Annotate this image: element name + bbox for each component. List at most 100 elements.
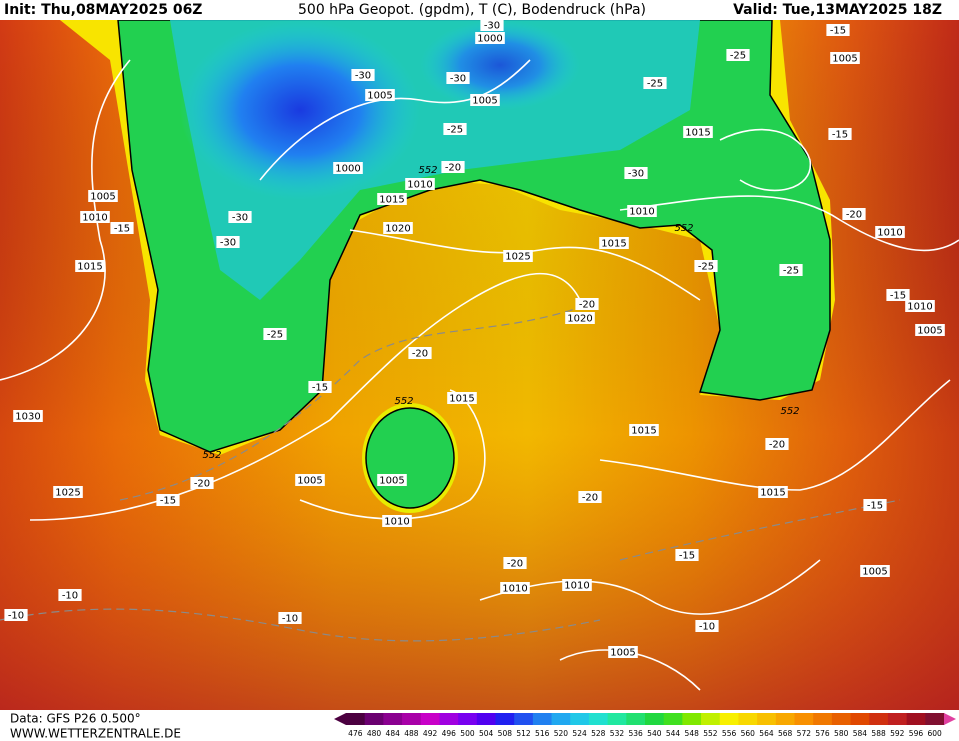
map-label: -15 xyxy=(830,26,846,37)
colorbar-label: 568 xyxy=(778,729,793,738)
colorbar-swatch xyxy=(588,713,609,725)
colorbar-swatch xyxy=(383,713,403,725)
colorbar-label: 504 xyxy=(479,729,494,738)
label-box xyxy=(190,477,214,489)
map-label: 1030 xyxy=(15,412,40,423)
map-label: 1025 xyxy=(505,252,530,263)
colorbar-label: 564 xyxy=(759,729,774,738)
map-label: 1015 xyxy=(77,262,102,273)
label-box xyxy=(578,491,602,503)
header-bar xyxy=(0,0,959,20)
map-label: -30 xyxy=(355,71,371,82)
label-box xyxy=(13,410,43,422)
map-label: 1005 xyxy=(367,91,392,102)
label-box xyxy=(480,19,504,31)
map-label: -25 xyxy=(783,266,799,277)
map-label: 1015 xyxy=(760,488,785,499)
label-box xyxy=(608,646,638,658)
colorbar-swatch xyxy=(420,713,440,725)
label-box xyxy=(500,582,530,594)
map-label: 1015 xyxy=(601,239,626,250)
colorbar-swatch xyxy=(495,713,515,725)
map-label: -10 xyxy=(699,622,715,633)
colorbar-label: 540 xyxy=(647,729,662,738)
colorbar-swatch xyxy=(364,713,384,725)
height-label: 552 xyxy=(394,396,413,407)
colorbar-swatch xyxy=(514,713,534,725)
colorbar-label: 552 xyxy=(703,729,718,738)
map-label: 1020 xyxy=(385,224,410,235)
label-box xyxy=(110,222,134,234)
label-box xyxy=(408,347,432,359)
label-box xyxy=(886,289,910,301)
label-box xyxy=(475,32,505,44)
colorbar-swatch xyxy=(906,713,926,725)
map-label: 1005 xyxy=(472,96,497,107)
label-box xyxy=(565,312,595,324)
map-label: 1010 xyxy=(502,584,527,595)
map-label: 1010 xyxy=(564,581,589,592)
label-box xyxy=(377,193,407,205)
isotherm xyxy=(0,608,601,642)
map-label: -15 xyxy=(114,224,130,235)
height-label: 552 xyxy=(202,450,221,461)
map-label: 1005 xyxy=(90,192,115,203)
colorbar-swatch xyxy=(570,713,590,725)
map-label: -25 xyxy=(267,330,283,341)
colorbar-label: 476 xyxy=(348,729,363,738)
label-box xyxy=(863,499,887,511)
colorbar-label: 580 xyxy=(834,729,849,738)
map-label: -25 xyxy=(447,125,463,136)
map-label: 1010 xyxy=(907,302,932,313)
map-label: -25 xyxy=(647,79,663,90)
map-label: 1010 xyxy=(384,517,409,528)
label-box xyxy=(75,260,105,272)
map-label: 1015 xyxy=(379,195,404,206)
map-label: 1005 xyxy=(610,648,635,659)
map-label: -20 xyxy=(445,163,461,174)
label-box xyxy=(695,620,719,632)
colorbar-label: 548 xyxy=(685,729,700,738)
map-label: -10 xyxy=(282,614,298,625)
colorbar-swatch xyxy=(663,713,683,725)
label-box xyxy=(441,161,465,173)
colorbar-label: 500 xyxy=(460,729,475,738)
label-box xyxy=(694,260,718,272)
label-box xyxy=(447,392,477,404)
label-box xyxy=(382,515,412,527)
colorbar-label: 496 xyxy=(442,729,457,738)
isobar xyxy=(599,379,951,491)
colorbar-label: 520 xyxy=(554,729,569,738)
colorbar-swatch xyxy=(701,713,721,725)
label-box xyxy=(446,72,470,84)
map-label: 1000 xyxy=(335,164,360,175)
site-name: WWW.WETTERZENTRALE.DE xyxy=(10,727,181,741)
map-label: -30 xyxy=(628,169,644,180)
isobar xyxy=(479,559,821,615)
label-box xyxy=(216,236,240,248)
map-label: -25 xyxy=(698,262,714,273)
colorbar-swatch xyxy=(532,713,553,725)
colorbar-label: 484 xyxy=(386,729,401,738)
label-box xyxy=(4,609,28,621)
colorbar-swatch xyxy=(738,713,758,725)
colorbar-swatch xyxy=(645,713,665,725)
map-label: 1015 xyxy=(631,426,656,437)
isobar xyxy=(349,229,701,301)
label-box xyxy=(758,486,788,498)
colorbar-label: 596 xyxy=(909,729,924,738)
map-label: -20 xyxy=(579,300,595,311)
height-label: 552 xyxy=(674,223,693,234)
label-box xyxy=(228,211,252,223)
colorbar-label: 480 xyxy=(367,729,382,738)
colorbar-swatch xyxy=(869,713,889,725)
map-label: -10 xyxy=(8,611,24,622)
colorbar-label: 508 xyxy=(498,729,513,738)
colorbar-swatch xyxy=(402,713,422,725)
colorbar-swatch xyxy=(551,713,571,725)
isobar xyxy=(719,128,811,192)
label-box xyxy=(365,89,395,101)
map-label: 1005 xyxy=(379,476,404,487)
colorbar-swatch xyxy=(719,713,739,725)
